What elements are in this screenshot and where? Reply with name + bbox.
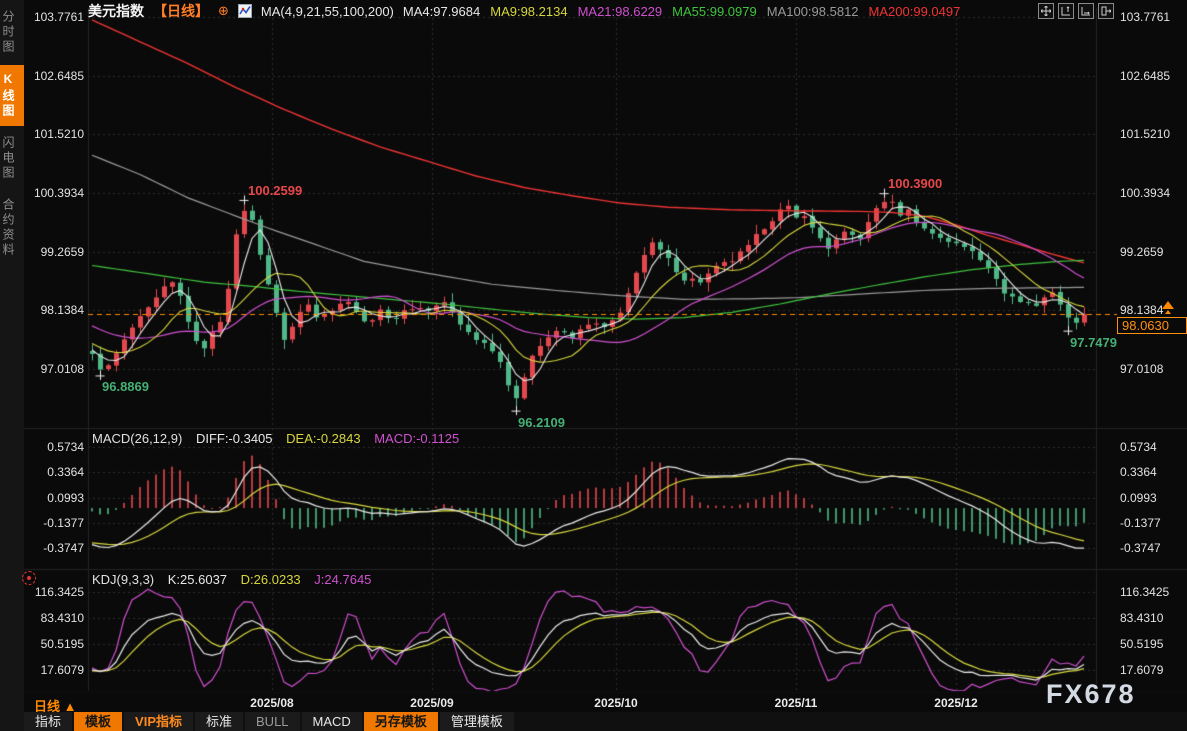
scale-axis-up-icon[interactable] <box>1058 3 1074 19</box>
toolbar-tab-1[interactable]: 模板 <box>74 712 123 731</box>
x-axis-row <box>24 693 1187 712</box>
period-selector[interactable]: 日线 ▲ <box>34 699 77 714</box>
ma-value-2: MA21:98.6229 <box>577 3 663 19</box>
bottom-toolbar: 指标 模板 VIP指标 标准 BULL MACD 另存模板 管理模板 <box>24 712 1187 731</box>
ma-value-4: MA100:98.5812 <box>766 3 859 19</box>
ma-value-3: MA55:99.0979 <box>672 3 757 19</box>
toolbar-tab-4[interactable]: BULL <box>245 712 300 731</box>
ma-value-1: MA9:98.2134 <box>490 3 568 19</box>
macd-header: MACD(26,12,9) DIFF:-0.3405 DEA:-0.2843 M… <box>92 431 469 446</box>
pan-crosshair-icon[interactable] <box>1038 3 1054 19</box>
macd-diff-value: DIFF:-0.3405 <box>195 431 273 446</box>
kdj-d-value: D:26.0233 <box>240 572 301 587</box>
price-up-marker <box>1162 301 1174 314</box>
ma-value-0: MA4:97.9684 <box>402 3 481 19</box>
macd-macd-value: MACD:-0.1125 <box>374 431 460 446</box>
kdj-header: KDJ(9,3,3) K:25.6037 D:26.0233 J:24.7645 <box>92 572 381 587</box>
chart-toolbar-icons <box>1038 3 1114 19</box>
sidebar-item-time-chart[interactable]: 分时图 <box>1 10 15 55</box>
symbol-title: 美元指数 <box>88 3 144 19</box>
toolbar-tab-2[interactable]: VIP指标 <box>124 712 193 731</box>
period-tag[interactable]: 【日线】 <box>153 3 209 19</box>
toolbar-tab-5[interactable]: MACD <box>301 712 362 731</box>
brand-watermark: FX678 <box>1046 679 1136 709</box>
ma-settings-label: MA(4,9,21,55,100,200) <box>260 3 394 19</box>
chart-header: 美元指数 【日线】 ⊕ MA(4,9,21,55,100,200) MA4:97… <box>88 0 960 22</box>
add-indicator-icon[interactable]: ⊕ <box>218 3 229 18</box>
macd-dea-value: DEA:-0.2843 <box>286 431 361 446</box>
toolbar-tab-7[interactable]: 管理模板 <box>439 712 514 731</box>
macd-title: MACD(26,12,9) <box>92 431 183 446</box>
exit-fullscreen-icon[interactable] <box>1098 3 1114 19</box>
toolbar-tab-0[interactable]: 指标 <box>24 712 73 731</box>
toolbar-tab-3[interactable]: 标准 <box>195 712 244 731</box>
left-sidebar: 分时图 K线图闪电图合约资料 <box>0 0 24 731</box>
ma-value-5: MA200:99.0497 <box>868 3 961 19</box>
indicator-settings-icon[interactable] <box>22 571 36 585</box>
ma-values: MA4:97.9684 MA9:98.2134 MA21:98.6229 MA55:9… <box>403 4 960 19</box>
sidebar-item-lightning-chart[interactable]: 闪电图 <box>1 136 15 181</box>
sidebar-item-contract-info[interactable]: 合约资料 <box>1 198 15 258</box>
kdj-title: KDJ(9,3,3) <box>92 572 155 587</box>
toolbar-tab-6[interactable]: 另存模板 <box>363 712 438 731</box>
scale-axis-right-icon[interactable] <box>1078 3 1094 19</box>
kdj-j-value: J:24.7645 <box>314 572 372 587</box>
last-price-box: 98.0630 <box>1117 317 1187 334</box>
chart-type-icon[interactable] <box>237 4 252 18</box>
kdj-k-value: K:25.6037 <box>167 572 228 587</box>
sidebar-item-kline-chart[interactable]: K线图 <box>0 65 24 126</box>
